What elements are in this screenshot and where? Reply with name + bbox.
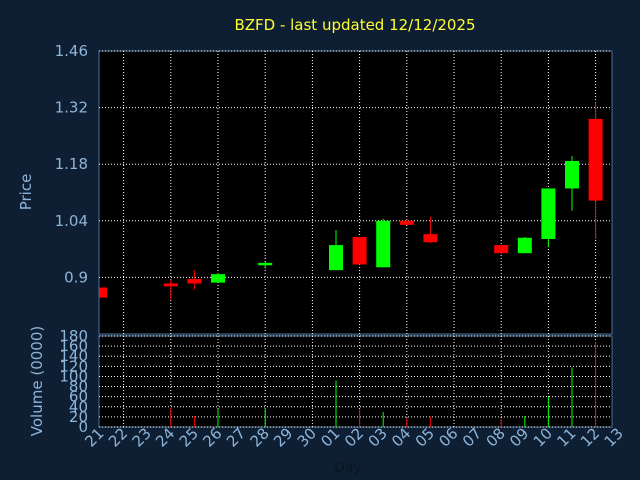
candle-body — [329, 245, 343, 271]
candle-11 — [565, 156, 579, 211]
candle-21 — [99, 287, 107, 298]
candle-09 — [517, 236, 532, 254]
candle-12 — [588, 102, 603, 239]
candle-body — [163, 283, 178, 287]
candle-body — [541, 188, 556, 239]
candle-03 — [376, 218, 391, 268]
volume-tick-label: 40 — [69, 398, 88, 416]
candle-body — [352, 236, 367, 265]
volume-tick-label: 60 — [69, 388, 88, 406]
candle-08 — [494, 245, 509, 254]
volume-tick-label: 180 — [59, 327, 88, 345]
candle-body — [100, 287, 107, 298]
candle-10 — [541, 188, 556, 248]
volume-tick-label: 100 — [59, 367, 88, 385]
volume-plot-area — [98, 335, 613, 428]
volume-tick-label: 0 — [78, 418, 88, 436]
candle-body — [399, 220, 414, 225]
candle-body — [376, 220, 391, 268]
price-tick-label: 1.18 — [55, 155, 88, 173]
price-plot-area — [98, 50, 613, 335]
candle-body — [423, 234, 438, 243]
candle-01 — [329, 230, 343, 271]
candle-body — [211, 274, 225, 283]
candle-body — [258, 262, 273, 266]
x-axis-label: Day — [334, 460, 362, 476]
candle-body — [494, 245, 509, 254]
volume-bars — [170, 342, 597, 427]
price-tick-label: 1.04 — [55, 212, 88, 230]
volume-tick-label: 80 — [69, 378, 88, 396]
volume-tick-label: 20 — [69, 408, 88, 426]
volume-tick-label: 160 — [59, 337, 88, 355]
volume-grid — [99, 335, 612, 428]
volume-y-axis-label: Volume (0000) — [28, 326, 46, 436]
candle-04 — [399, 219, 414, 225]
candle-body — [517, 237, 532, 254]
candle-24 — [163, 279, 178, 300]
x-tick-labels: 2122232425262728293001020304050607080910… — [81, 424, 626, 450]
candle-02 — [352, 236, 367, 265]
price-tick-label: 1.46 — [55, 42, 88, 60]
volume-tick-label: 120 — [59, 357, 88, 375]
candle-26 — [211, 273, 225, 283]
price-tick-label: 1.32 — [55, 99, 88, 117]
price-candles — [99, 102, 603, 300]
price-y-axis-label: Price — [17, 174, 35, 211]
volume-tick-label: 140 — [59, 347, 88, 365]
candle-body — [187, 279, 202, 284]
price-y-ticks: 1.46 1.32 1.18 1.04 0.9 — [55, 42, 88, 286]
price-tick-label: 0.9 — [64, 268, 88, 286]
candle-28 — [258, 262, 273, 269]
candle-body — [565, 160, 579, 189]
candle-05 — [423, 216, 438, 244]
chart-title: BZFD - last updated 12/12/2025 — [234, 16, 475, 34]
candle-body — [588, 118, 603, 201]
candle-25 — [187, 270, 202, 290]
